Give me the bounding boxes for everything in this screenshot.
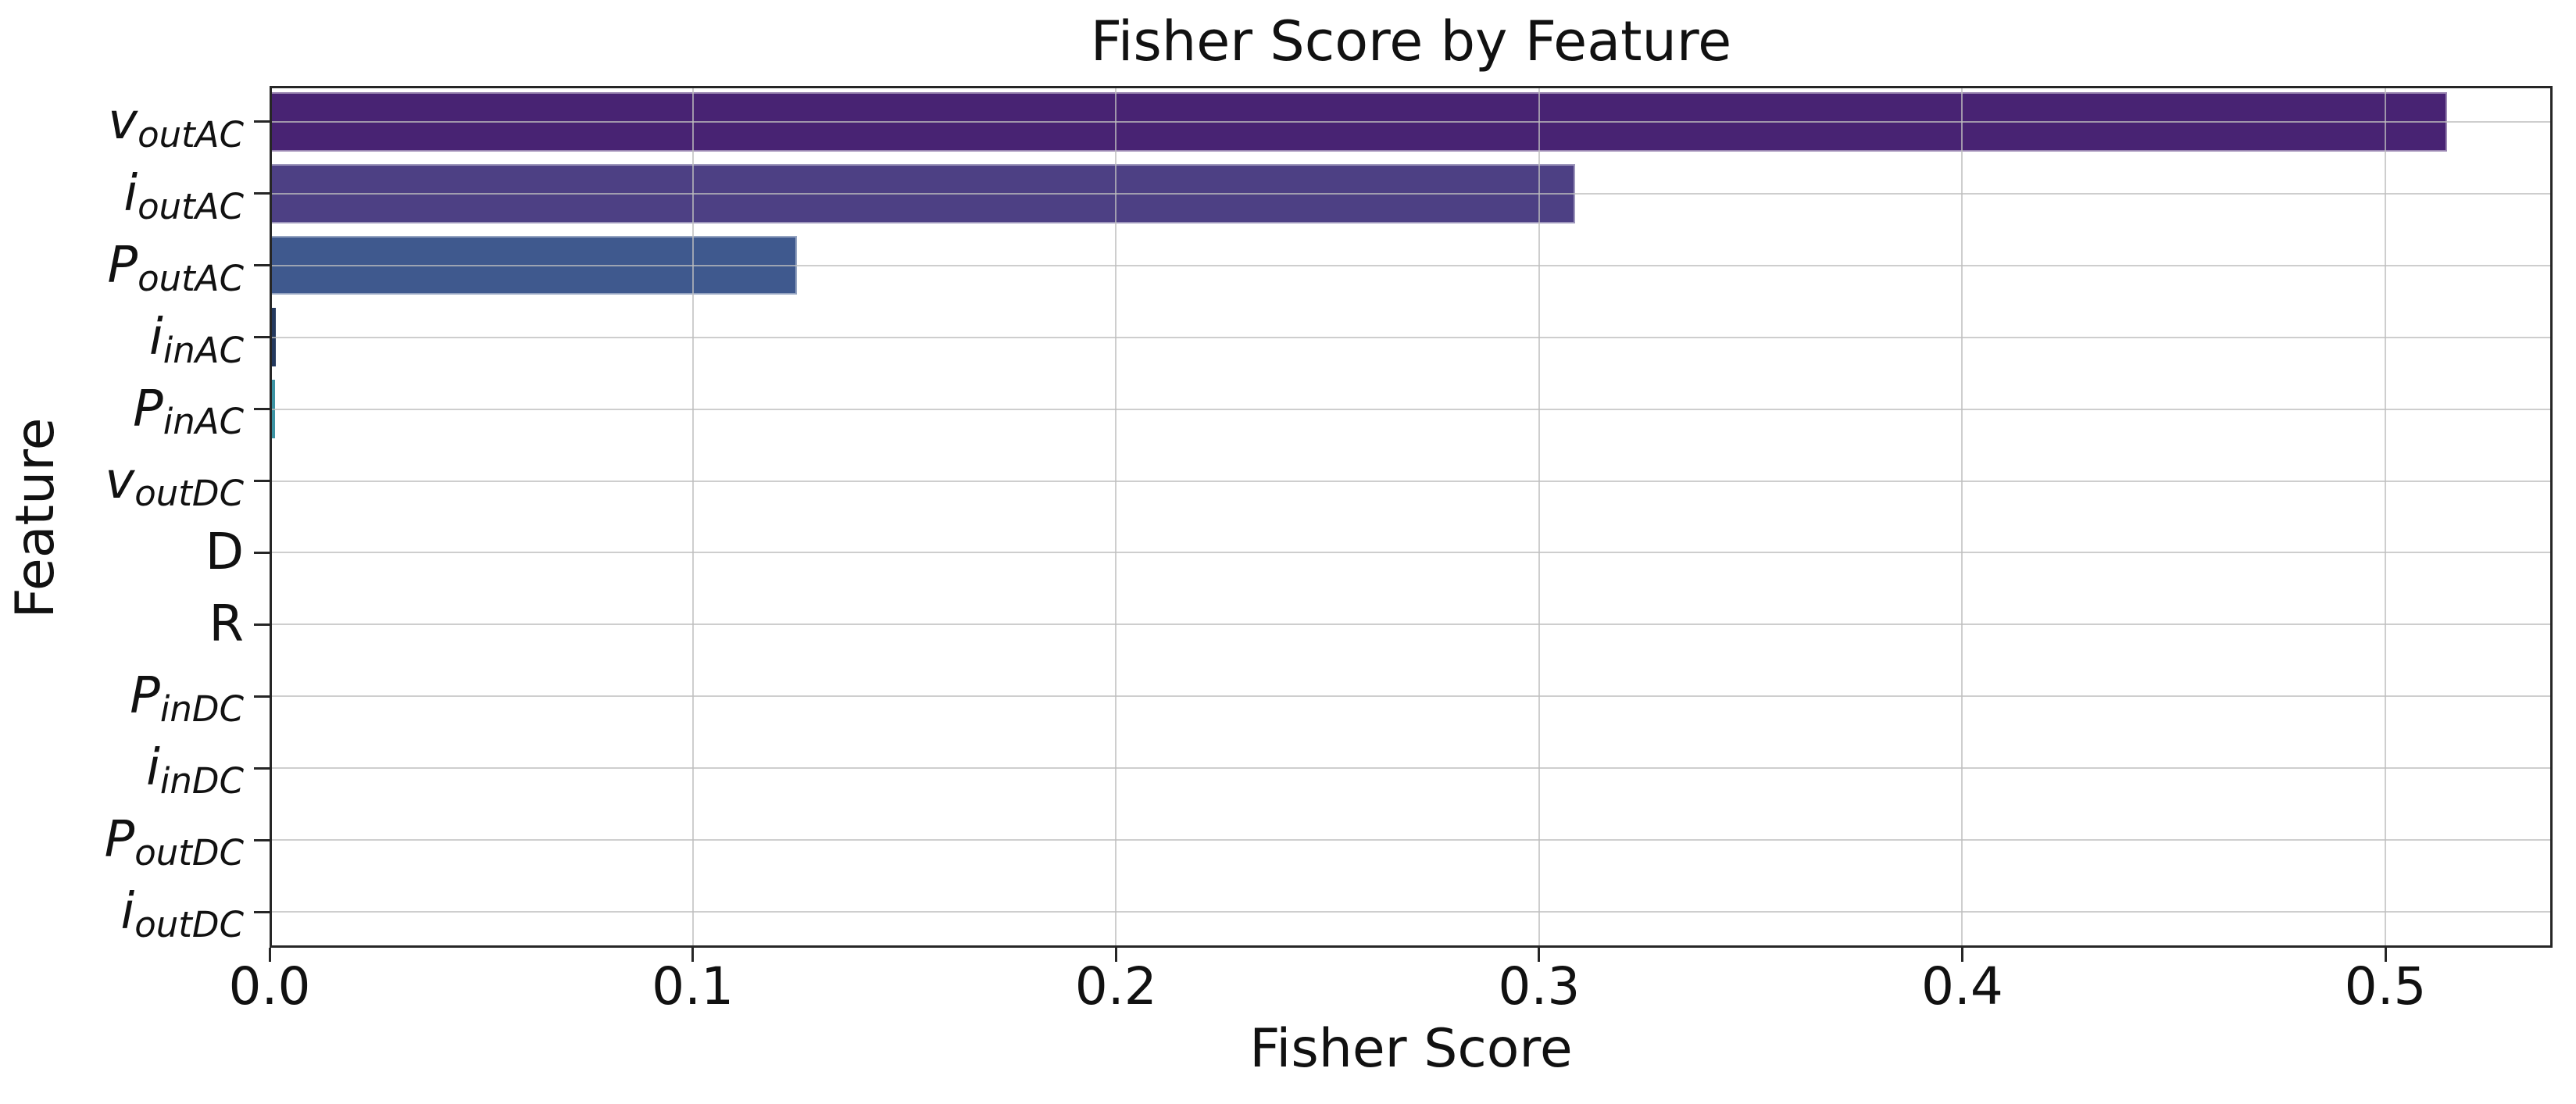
y-tick-label-i_outAC: ioutAC	[0, 169, 244, 227]
y-tick-label-base: i	[123, 164, 138, 223]
y-tick-label-v_outAC: voutAC	[0, 97, 244, 155]
y-tick-label-subscript: inAC	[163, 401, 244, 443]
gridline-v-0.5	[2385, 88, 2387, 945]
y-tick-mark-R	[254, 623, 270, 626]
gridline-h-P_inDC	[272, 695, 2550, 698]
gridline-v-0.2	[1115, 88, 1117, 945]
y-tick-mark-i_inDC	[254, 766, 270, 770]
gridline-h-P_inAC	[272, 408, 2550, 410]
gridline-v-0.4	[1961, 88, 1963, 945]
y-tick-label-subscript: outAC	[138, 113, 244, 155]
gridline-h-D	[272, 552, 2550, 554]
y-tick-label-P_inDC: PinDC	[0, 671, 244, 730]
x-tick-mark-0.3	[1538, 948, 1541, 962]
y-tick-label-subscript: inAC	[163, 329, 244, 371]
gridline-h-v_outDC	[272, 480, 2550, 482]
y-tick-label-subscript: outDC	[134, 903, 244, 945]
x-tick-mark-0.2	[1114, 948, 1117, 962]
plot-area	[270, 86, 2553, 948]
y-tick-label-base: v	[108, 92, 138, 151]
gridline-h-i_outAC	[272, 192, 2550, 195]
x-tick-mark-0.5	[2384, 948, 2387, 962]
y-tick-mark-D	[254, 551, 270, 554]
y-tick-label-subscript: outAC	[138, 257, 244, 299]
gridline-h-v_outAC	[272, 120, 2550, 123]
x-tick-mark-0.1	[691, 948, 695, 962]
y-tick-label-base: D	[205, 523, 244, 582]
y-tick-label-subscript: inDC	[159, 688, 244, 731]
x-tick-label-0.3: 0.3	[1498, 956, 1581, 1016]
y-tick-mark-v_outDC	[254, 480, 270, 483]
y-tick-label-subscript: outDC	[134, 473, 244, 515]
gridline-h-i_inAC	[272, 336, 2550, 338]
y-axis-label: Feature	[5, 417, 66, 619]
y-tick-label-subscript: outDC	[134, 831, 244, 874]
y-tick-label-base: P	[133, 380, 163, 438]
y-tick-label-base: i	[148, 308, 163, 366]
y-tick-mark-P_outAC	[254, 264, 270, 267]
gridline-v-0.1	[691, 88, 694, 945]
y-tick-label-subscript: outAC	[138, 185, 244, 227]
y-tick-mark-v_outAC	[254, 120, 270, 123]
y-tick-mark-P_inAC	[254, 408, 270, 411]
x-tick-mark-0.0	[268, 948, 271, 962]
y-tick-label-base: v	[105, 452, 135, 510]
y-tick-label-base: i	[146, 739, 160, 798]
y-tick-label-base: R	[209, 595, 244, 654]
x-axis-label: Fisher Score	[1249, 1018, 1573, 1080]
y-tick-label-i_inAC: iinAC	[0, 313, 244, 371]
y-tick-label-D: D	[0, 527, 244, 577]
y-tick-mark-P_inDC	[254, 695, 270, 698]
x-tick-label-0.2: 0.2	[1074, 956, 1157, 1016]
x-tick-label-0.0: 0.0	[228, 956, 311, 1016]
y-tick-label-v_outDC: voutDC	[0, 456, 244, 515]
chart-title: Fisher Score by Feature	[1090, 9, 1732, 73]
x-tick-mark-0.4	[1960, 948, 1963, 962]
y-tick-label-base: P	[107, 236, 138, 295]
x-tick-label-0.5: 0.5	[2344, 956, 2427, 1016]
gridline-h-R	[272, 623, 2550, 626]
x-tick-label-0.1: 0.1	[652, 956, 734, 1016]
gridline-v-0.3	[1538, 88, 1540, 945]
y-tick-mark-i_outAC	[254, 192, 270, 195]
x-tick-label-0.4: 0.4	[1920, 956, 2003, 1016]
y-tick-label-P_outAC: PoutAC	[0, 241, 245, 299]
gridline-h-P_outAC	[272, 264, 2550, 266]
y-tick-label-P_outDC: PoutDC	[0, 815, 244, 874]
y-tick-label-base: i	[120, 883, 135, 941]
y-tick-label-R: R	[0, 599, 244, 649]
y-tick-mark-i_outDC	[254, 910, 270, 913]
gridline-h-i_inDC	[272, 767, 2550, 770]
y-tick-label-subscript: inDC	[159, 760, 244, 802]
y-tick-label-i_outDC: ioutDC	[0, 887, 244, 945]
y-tick-mark-P_outDC	[254, 838, 270, 841]
y-tick-label-base: P	[130, 667, 160, 726]
gridline-h-i_outDC	[272, 911, 2550, 913]
y-tick-label-base: P	[104, 811, 135, 870]
y-tick-mark-i_inAC	[254, 336, 270, 339]
y-tick-label-i_inDC: iinDC	[0, 743, 244, 802]
gridline-h-P_outDC	[272, 839, 2550, 841]
y-tick-label-P_inAC: PinAC	[0, 380, 244, 443]
